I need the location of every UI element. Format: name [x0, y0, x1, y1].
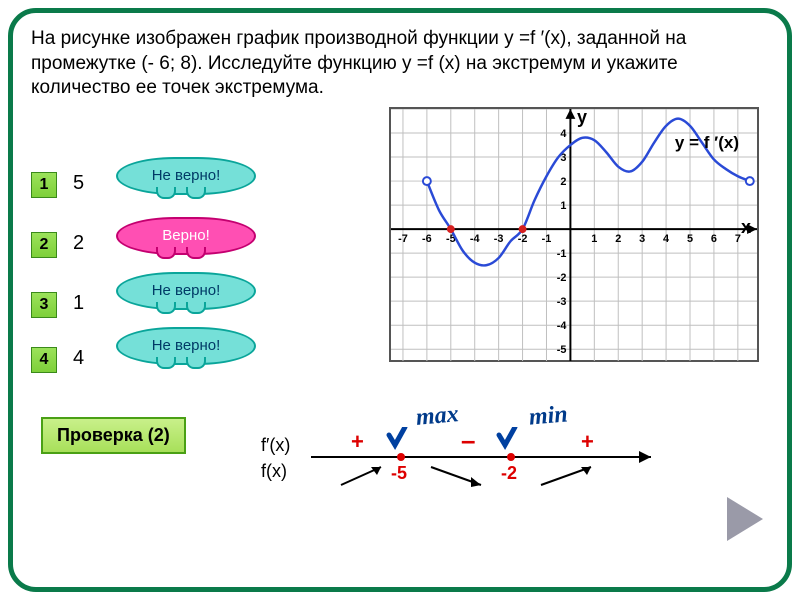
fprime-label: f′(x) — [261, 435, 290, 456]
feedback-text-2: Верно! — [162, 227, 209, 244]
answer-value-4: 4 — [73, 347, 84, 370]
svg-text:3: 3 — [639, 233, 645, 245]
svg-text:-4: -4 — [470, 233, 480, 245]
svg-text:-3: -3 — [494, 233, 504, 245]
max-label: max — [415, 401, 460, 432]
check-button[interactable]: Проверка (2) — [41, 417, 186, 454]
svg-text:-2: -2 — [557, 272, 567, 284]
answer-btn-2[interactable]: 2 — [31, 232, 57, 258]
sign-plus-2: + — [581, 429, 594, 455]
svg-text:5: 5 — [687, 233, 693, 245]
answer-btn-3[interactable]: 3 — [31, 292, 57, 318]
svg-text:-1: -1 — [542, 233, 552, 245]
svg-text:1: 1 — [560, 200, 566, 212]
answer-value-1: 5 — [73, 172, 84, 195]
function-label: y = f ′(x) — [675, 133, 739, 153]
question-text: На рисунке изображен график производной … — [31, 27, 769, 101]
svg-text:-1: -1 — [557, 248, 567, 260]
svg-text:-6: -6 — [422, 233, 432, 245]
answer-value-3: 1 — [73, 292, 84, 315]
svg-text:7: 7 — [735, 233, 741, 245]
derivative-chart: -7-6-5-4-3-2-11234567-5-4-3-2-11234 x y … — [389, 107, 759, 362]
f-label: f(x) — [261, 461, 287, 482]
feedback-text-3: Не верно! — [152, 282, 221, 299]
feedback-text-1: Не верно! — [152, 167, 221, 184]
svg-text:-7: -7 — [398, 233, 408, 245]
feedback-badge-4: Не верно! — [116, 327, 256, 365]
point-label-2: -2 — [501, 463, 517, 484]
sign-minus: – — [461, 425, 475, 456]
sign-plus-1: + — [351, 429, 364, 455]
svg-text:2: 2 — [615, 233, 621, 245]
svg-text:4: 4 — [560, 128, 566, 140]
svg-text:4: 4 — [663, 233, 669, 245]
svg-text:-4: -4 — [557, 320, 567, 332]
feedback-badge-2: Верно! — [116, 217, 256, 255]
svg-text:2: 2 — [560, 176, 566, 188]
point-label-1: -5 — [391, 463, 407, 484]
svg-text:1: 1 — [591, 233, 597, 245]
svg-text:-5: -5 — [557, 344, 567, 356]
svg-text:-3: -3 — [557, 296, 567, 308]
svg-text:6: 6 — [711, 233, 717, 245]
answer-btn-4[interactable]: 4 — [31, 347, 57, 373]
feedback-text-4: Не верно! — [152, 337, 221, 354]
feedback-badge-3: Не верно! — [116, 272, 256, 310]
answer-btn-1[interactable]: 1 — [31, 172, 57, 198]
answer-value-2: 2 — [73, 232, 84, 255]
next-arrow-icon[interactable] — [727, 497, 763, 541]
signline-svg — [311, 427, 671, 497]
sign-line-diagram: f′(x) f(x) + – + -5 -2 max min — [261, 427, 661, 497]
x-axis-label: x — [741, 217, 751, 238]
min-label: min — [528, 401, 569, 431]
y-axis-label: y — [577, 107, 587, 128]
feedback-badge-1: Не верно! — [116, 157, 256, 195]
